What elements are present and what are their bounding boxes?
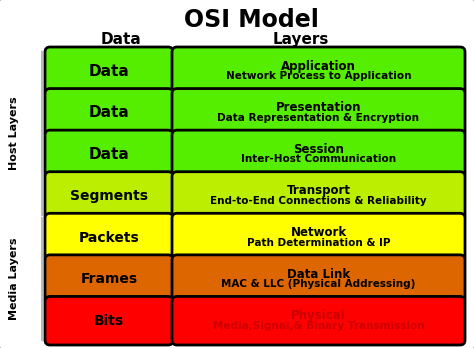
- Text: Data: Data: [100, 32, 141, 47]
- Text: Host Layers: Host Layers: [9, 97, 19, 171]
- Text: Data Link: Data Link: [287, 268, 350, 280]
- FancyBboxPatch shape: [45, 296, 173, 345]
- Text: Network Process to Application: Network Process to Application: [226, 71, 411, 81]
- FancyBboxPatch shape: [172, 213, 465, 262]
- FancyBboxPatch shape: [172, 255, 465, 303]
- FancyBboxPatch shape: [45, 89, 173, 137]
- Text: Frames: Frames: [81, 272, 137, 286]
- Text: MAC & LLC (Physical Addressing): MAC & LLC (Physical Addressing): [221, 279, 416, 289]
- Text: End-to-End Connections & Reliability: End-to-End Connections & Reliability: [210, 196, 427, 206]
- FancyBboxPatch shape: [45, 47, 173, 96]
- Text: Data Representation & Encryption: Data Representation & Encryption: [218, 113, 419, 123]
- Text: Data: Data: [89, 147, 129, 162]
- Text: Network: Network: [291, 226, 346, 239]
- Text: Session: Session: [293, 143, 344, 156]
- FancyBboxPatch shape: [172, 89, 465, 137]
- Text: Media,Signal,& Binary Transmission: Media,Signal,& Binary Transmission: [213, 321, 424, 331]
- FancyBboxPatch shape: [45, 213, 173, 262]
- Text: Packets: Packets: [79, 231, 139, 245]
- FancyBboxPatch shape: [172, 130, 465, 179]
- FancyBboxPatch shape: [172, 172, 465, 220]
- FancyBboxPatch shape: [172, 296, 465, 345]
- Text: OSI Model: OSI Model: [184, 8, 319, 32]
- FancyBboxPatch shape: [45, 130, 173, 179]
- Text: Transport: Transport: [286, 184, 350, 197]
- Text: Presentation: Presentation: [276, 101, 361, 114]
- Text: Bits: Bits: [94, 314, 124, 328]
- Text: Data: Data: [89, 105, 129, 120]
- FancyBboxPatch shape: [45, 172, 173, 220]
- Text: Path Determination & IP: Path Determination & IP: [247, 238, 390, 247]
- FancyBboxPatch shape: [45, 255, 173, 303]
- Text: Layers: Layers: [273, 32, 329, 47]
- Text: Media Layers: Media Layers: [9, 238, 19, 321]
- Text: Segments: Segments: [70, 189, 148, 203]
- Text: Inter-Host Communication: Inter-Host Communication: [241, 155, 396, 165]
- Text: Application: Application: [281, 60, 356, 73]
- Text: Physical: Physical: [291, 309, 346, 322]
- FancyBboxPatch shape: [172, 47, 465, 96]
- Text: Data: Data: [89, 64, 129, 79]
